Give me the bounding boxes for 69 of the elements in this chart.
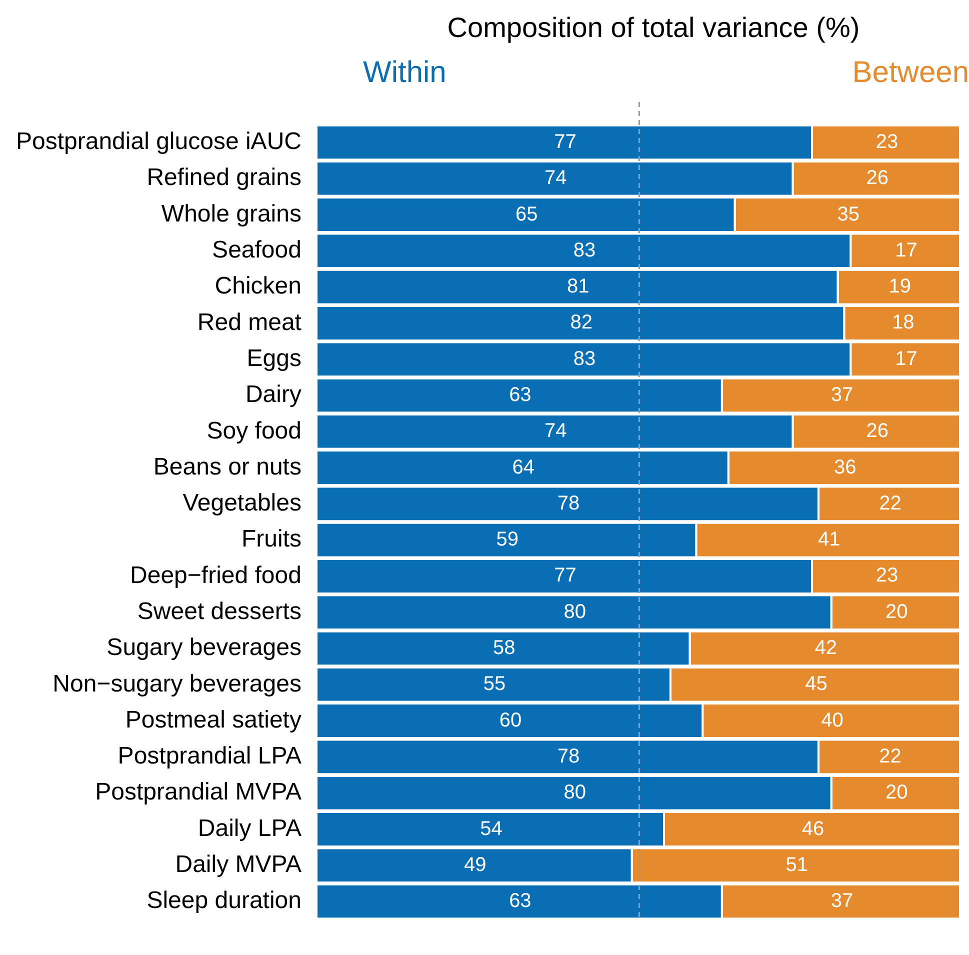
data-label: 78 (557, 492, 580, 514)
data-label: 64 (512, 456, 535, 478)
y-tick-label: Daily MVPA (175, 851, 302, 878)
data-label: 17 (895, 348, 918, 370)
y-tick-label: Eggs (246, 344, 302, 372)
y-tick-label: Vegetables (182, 490, 302, 517)
y-tick-label: Dairy (245, 381, 302, 408)
data-label: 60 (499, 709, 522, 732)
y-tick-label: Non−sugary beverages (52, 670, 302, 698)
data-label: 51 (786, 854, 808, 876)
data-label: 74 (544, 167, 567, 190)
y-tick-label: Fruits (241, 526, 302, 553)
data-label: 83 (573, 239, 596, 262)
data-label: 55 (483, 673, 506, 696)
data-label: 83 (573, 348, 596, 370)
series-label: Within (363, 56, 446, 91)
data-label: 74 (544, 420, 567, 442)
data-label: 78 (557, 745, 580, 768)
data-label: 77 (554, 564, 576, 587)
y-tick-label: Whole grains (161, 200, 302, 228)
y-tick-label: Refined grains (146, 164, 302, 192)
data-label: 36 (834, 456, 856, 478)
y-tick-label: Beans or nuts (153, 453, 302, 480)
y-tick-label: Sleep duration (146, 887, 302, 914)
data-label: 42 (814, 637, 837, 660)
data-label: 22 (879, 745, 902, 768)
data-label: 49 (464, 854, 486, 876)
data-label: 18 (892, 312, 914, 334)
data-label: 23 (876, 564, 898, 587)
data-label: 20 (886, 782, 908, 804)
data-label: 26 (866, 420, 888, 442)
y-tick-label: Postmeal satiety (125, 706, 302, 734)
data-label: 23 (876, 130, 898, 153)
data-label: 77 (554, 130, 576, 153)
y-tick-label: Chicken (214, 272, 302, 300)
data-label: 20 (886, 600, 908, 623)
y-tick-label: Seafood (212, 236, 302, 264)
y-tick-label: Sugary beverages (106, 634, 302, 662)
y-tick-label: Postprandial LPA (118, 742, 302, 770)
data-label: 65 (516, 203, 538, 226)
data-label: 54 (480, 818, 502, 840)
y-tick-label: Deep−fried food (130, 562, 302, 589)
data-label: 40 (821, 709, 844, 732)
data-label: 37 (830, 890, 854, 912)
data-label: 37 (830, 384, 854, 406)
data-label: 26 (866, 167, 888, 190)
data-label: 59 (496, 528, 518, 551)
data-label: 35 (837, 203, 860, 226)
data-label: 41 (818, 528, 840, 551)
data-label: 81 (566, 276, 590, 298)
data-label: 46 (802, 818, 824, 840)
y-tick-label: Soy food (206, 417, 302, 444)
data-label: 80 (564, 782, 586, 804)
data-label: 80 (564, 600, 586, 623)
data-label: 63 (509, 384, 532, 406)
data-label: 63 (509, 890, 532, 912)
data-label: 58 (492, 637, 516, 660)
y-tick-label: Sweet desserts (137, 598, 302, 625)
y-tick-label: Daily LPA (198, 814, 302, 842)
series-label: Between (852, 56, 969, 91)
y-tick-label: Postprandial glucose iAUC (16, 128, 302, 156)
y-tick-label: Postprandial MVPA (95, 778, 302, 806)
y-tick-label: Red meat (197, 308, 302, 336)
data-label: 19 (888, 276, 911, 298)
data-label: 45 (805, 673, 828, 696)
data-label: 17 (895, 239, 918, 262)
data-label: 22 (879, 492, 902, 514)
chart-title: Composition of total variance (%) (446, 11, 861, 45)
data-label: 82 (570, 312, 592, 334)
